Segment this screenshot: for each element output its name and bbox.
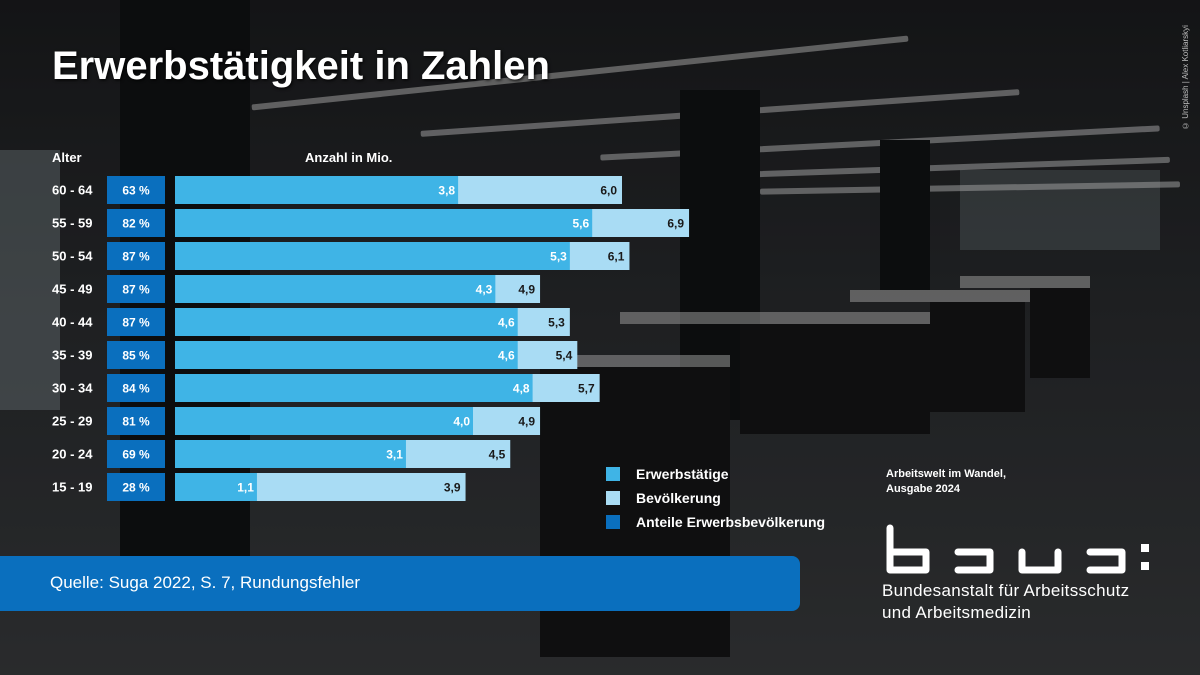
population-value-label: 5,4 xyxy=(556,349,573,363)
page-title: Erwerbstätigkeit in Zahlen xyxy=(52,44,550,88)
age-label: 30 - 34 xyxy=(52,381,93,396)
population-value-label: 5,3 xyxy=(548,316,565,330)
share-label: 81 % xyxy=(122,415,150,429)
chart-legend: Erwerbstätige Bevölkerung Anteile Erwerb… xyxy=(606,462,825,534)
legend-label-employed: Erwerbstätige xyxy=(636,466,729,482)
share-box xyxy=(107,242,165,270)
edition-line-2: Ausgabe 2024 xyxy=(886,483,960,495)
share-label: 85 % xyxy=(122,349,150,363)
employed-value-label: 3,1 xyxy=(386,448,403,462)
employed-bar xyxy=(175,242,570,270)
employed-value-label: 4,6 xyxy=(498,349,515,363)
population-value-label: 3,9 xyxy=(444,481,461,495)
employed-value-label: 4,0 xyxy=(453,415,470,429)
age-axis-title: Alter xyxy=(52,150,82,165)
share-label: 87 % xyxy=(122,250,150,264)
age-label: 20 - 24 xyxy=(52,447,93,462)
share-box xyxy=(107,440,165,468)
source-text: Quelle: Suga 2022, S. 7, Rundungsfehler xyxy=(50,573,360,592)
baua-wordmark xyxy=(886,524,1149,574)
employed-value-label: 4,6 xyxy=(498,316,515,330)
legend-swatch-share xyxy=(606,515,620,529)
share-box xyxy=(107,176,165,204)
share-box xyxy=(107,209,165,237)
age-label: 40 - 44 xyxy=(52,315,93,330)
edition-note: Arbeitswelt im Wandel, Ausgabe 2024 xyxy=(886,467,1006,497)
population-value-label: 6,9 xyxy=(667,217,684,231)
count-axis-title: Anzahl in Mio. xyxy=(305,150,393,165)
edition-line-1: Arbeitswelt im Wandel, xyxy=(886,468,1007,480)
employed-value-label: 1,1 xyxy=(237,481,254,495)
age-label: 15 - 19 xyxy=(52,480,92,495)
employed-value-label: 5,6 xyxy=(573,217,590,231)
share-label: 87 % xyxy=(122,283,150,297)
population-value-label: 6,0 xyxy=(600,184,617,198)
share-box xyxy=(107,374,165,402)
legend-label-share: Anteile Erwerbsbevölkerung xyxy=(636,514,826,530)
share-box xyxy=(107,341,165,369)
employed-bar xyxy=(175,275,496,303)
share-box xyxy=(107,308,165,336)
legend-item-population: Bevölkerung xyxy=(606,486,825,510)
age-label: 35 - 39 xyxy=(52,348,92,363)
share-label: 28 % xyxy=(122,481,150,495)
employed-bar xyxy=(175,308,518,336)
employed-value-label: 4,3 xyxy=(476,283,493,297)
share-box xyxy=(107,473,165,501)
population-value-label: 4,9 xyxy=(518,283,535,297)
employed-bar xyxy=(175,176,459,204)
age-label: 25 - 29 xyxy=(52,414,92,429)
employed-bar xyxy=(175,341,518,369)
share-label: 87 % xyxy=(122,316,150,330)
population-value-label: 4,9 xyxy=(518,415,535,429)
age-label: 50 - 54 xyxy=(52,249,93,264)
org-name-line-2: und Arbeitsmedizin xyxy=(882,603,1032,622)
age-label: 55 - 59 xyxy=(52,216,92,231)
employed-bar xyxy=(175,440,406,468)
population-value-label: 4,5 xyxy=(489,448,506,462)
legend-item-share: Anteile Erwerbsbevölkerung xyxy=(606,510,825,534)
share-label: 84 % xyxy=(122,382,150,396)
share-box xyxy=(107,275,165,303)
source-banner: Quelle: Suga 2022, S. 7, Rundungsfehler xyxy=(0,556,800,611)
employed-value-label: 3,8 xyxy=(438,184,455,198)
legend-swatch-population xyxy=(606,491,620,505)
population-value-label: 5,7 xyxy=(578,382,595,396)
share-label: 82 % xyxy=(122,217,150,231)
employed-value-label: 4,8 xyxy=(513,382,530,396)
employed-bar xyxy=(175,374,533,402)
legend-swatch-employed xyxy=(606,467,620,481)
share-label: 69 % xyxy=(122,448,150,462)
share-label: 63 % xyxy=(122,184,150,198)
age-label: 45 - 49 xyxy=(52,282,92,297)
org-name-line-1: Bundesanstalt für Arbeitsschutz xyxy=(882,581,1130,600)
legend-label-population: Bevölkerung xyxy=(636,490,721,506)
baua-logo: Bundesanstalt für Arbeitsschutz und Arbe… xyxy=(882,522,1157,624)
employed-bar xyxy=(175,473,257,501)
share-box xyxy=(107,407,165,435)
population-value-label: 6,1 xyxy=(608,250,625,264)
age-label: 60 - 64 xyxy=(52,183,93,198)
legend-item-employed: Erwerbstätige xyxy=(606,462,825,486)
employed-bar xyxy=(175,209,593,237)
employed-value-label: 5,3 xyxy=(550,250,567,264)
employed-bar xyxy=(175,407,473,435)
